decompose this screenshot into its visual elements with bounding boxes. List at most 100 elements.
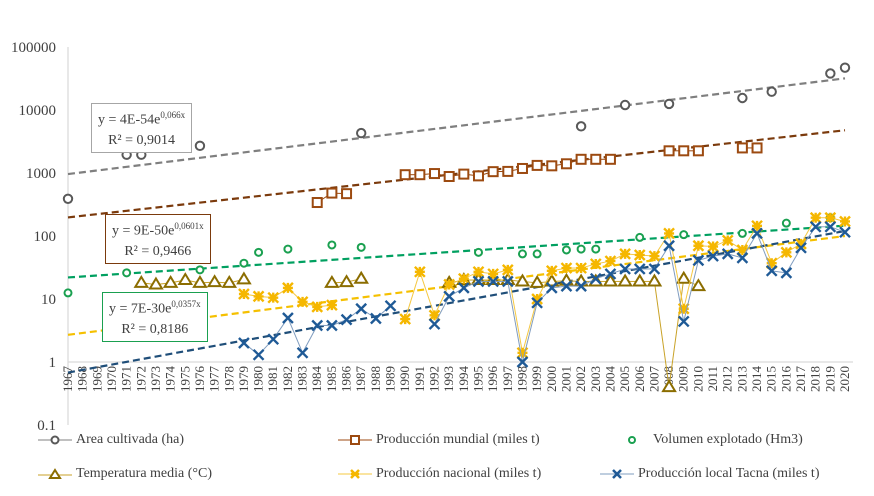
data-point [472,265,485,278]
data-point [631,273,648,287]
x-tick-label: 1974 [163,366,178,393]
x-tick-label: 1968 [75,366,90,392]
data-point [591,244,601,254]
data-point [589,272,602,285]
series-line-segment [536,270,553,300]
x-tick-label: 2014 [749,366,764,393]
legend-item-volumen[interactable]: Volumen explotado (Hm3) [615,432,803,448]
legend-item-area[interactable]: Area cultivada (ha) [38,432,184,448]
trendline-equation-area: y = 4E-54e0,066x R² = 0,9014 [91,103,193,153]
data-point [707,250,719,262]
x-tick-label: 2000 [544,366,559,392]
data-point [736,251,749,264]
series-line-segment [668,233,685,309]
series-line-segment [712,253,728,257]
data-point [177,272,194,286]
data-point [296,296,309,308]
data-point [590,153,602,165]
data-point [311,301,324,313]
data-point [576,244,586,254]
x-tick-label: 1977 [207,366,222,393]
series-1 [311,142,763,209]
data-point [795,241,807,254]
x-tick-label: 2016 [778,366,793,393]
data-point [283,244,293,254]
data-point [428,309,441,322]
x-tick-label: 2005 [617,366,632,392]
data-point [414,265,426,278]
data-point [338,274,355,288]
data-point [825,68,836,79]
data-point [254,247,264,257]
data-point [560,262,573,274]
x-tick-label: 1988 [368,366,383,392]
data-point [324,274,340,288]
x-tick-label: 1987 [353,366,368,393]
series-line-segment [419,271,435,316]
data-point [532,249,542,259]
y-tick-label: 0.1 [37,418,56,430]
data-point [635,232,645,242]
data-point [678,145,690,157]
x-tick-label: 2013 [734,366,749,392]
legend-square-icon [338,435,372,445]
equation-text: y = 4E-54e [98,112,161,128]
data-point [575,153,587,165]
data-point [721,234,734,247]
data-point [63,288,73,298]
data-point [133,274,150,288]
series-group [62,62,851,393]
series-line-segment [507,281,523,363]
series-0 [62,62,851,204]
data-point [765,264,778,277]
legend-triangle-icon [38,468,72,479]
x-tick-label: 2003 [588,366,603,392]
data-point [692,145,704,157]
data-point [839,62,851,73]
series-line-segment [698,255,714,261]
legend-label: Volumen explotado (Hm3) [653,432,803,447]
x-tick-label: 2009 [676,366,691,392]
trendline-equation-volumen: y = 7E-30e0,0357x R² = 0,8186 [102,292,208,342]
data-point [781,218,791,228]
series-line-segment [683,260,699,322]
legend-x-icon [600,469,634,479]
x-tick-label: 1971 [119,366,134,392]
series-line-segment [551,285,567,289]
data-point [194,140,206,152]
trendline [67,224,846,279]
r-squared: R² = 0,9014 [108,132,175,148]
data-point [751,227,763,240]
data-point [575,280,587,292]
x-tick-label: 2001 [558,366,573,392]
legend-item-mundial[interactable]: Producción mundial (miles t) [338,432,540,448]
x-tick-label: 2017 [793,366,808,393]
equation-exponent: 0,066x [160,110,186,120]
data-point [824,220,837,233]
data-point [529,274,545,288]
data-point [62,193,74,204]
legend-circle-icon [628,436,636,444]
data-point [457,272,470,285]
data-point [443,290,456,303]
legend-item-temperatura[interactable]: Temperatura media (°C) [38,466,212,482]
legend-label: Producción nacional (miles t) [376,466,542,481]
legend-label: Temperatura media (°C) [76,466,213,481]
data-point [546,160,558,172]
x-tick-label: 1986 [339,366,354,393]
data-point [122,268,132,278]
data-point [399,313,412,325]
data-point [487,275,499,288]
series-5 [238,220,851,368]
legend-item-tacna[interactable]: Producción local Tacna (miles t) [600,466,819,482]
series-line-segment [668,245,685,322]
data-point [646,273,663,287]
legend-item-nacional[interactable]: Producción nacional (miles t) [338,466,541,482]
data-point [487,166,499,178]
data-point [766,86,777,97]
x-tick-label: 1976 [192,366,207,393]
data-point [192,274,208,288]
data-point [545,264,558,277]
data-point [428,318,441,330]
data-point [195,265,205,275]
